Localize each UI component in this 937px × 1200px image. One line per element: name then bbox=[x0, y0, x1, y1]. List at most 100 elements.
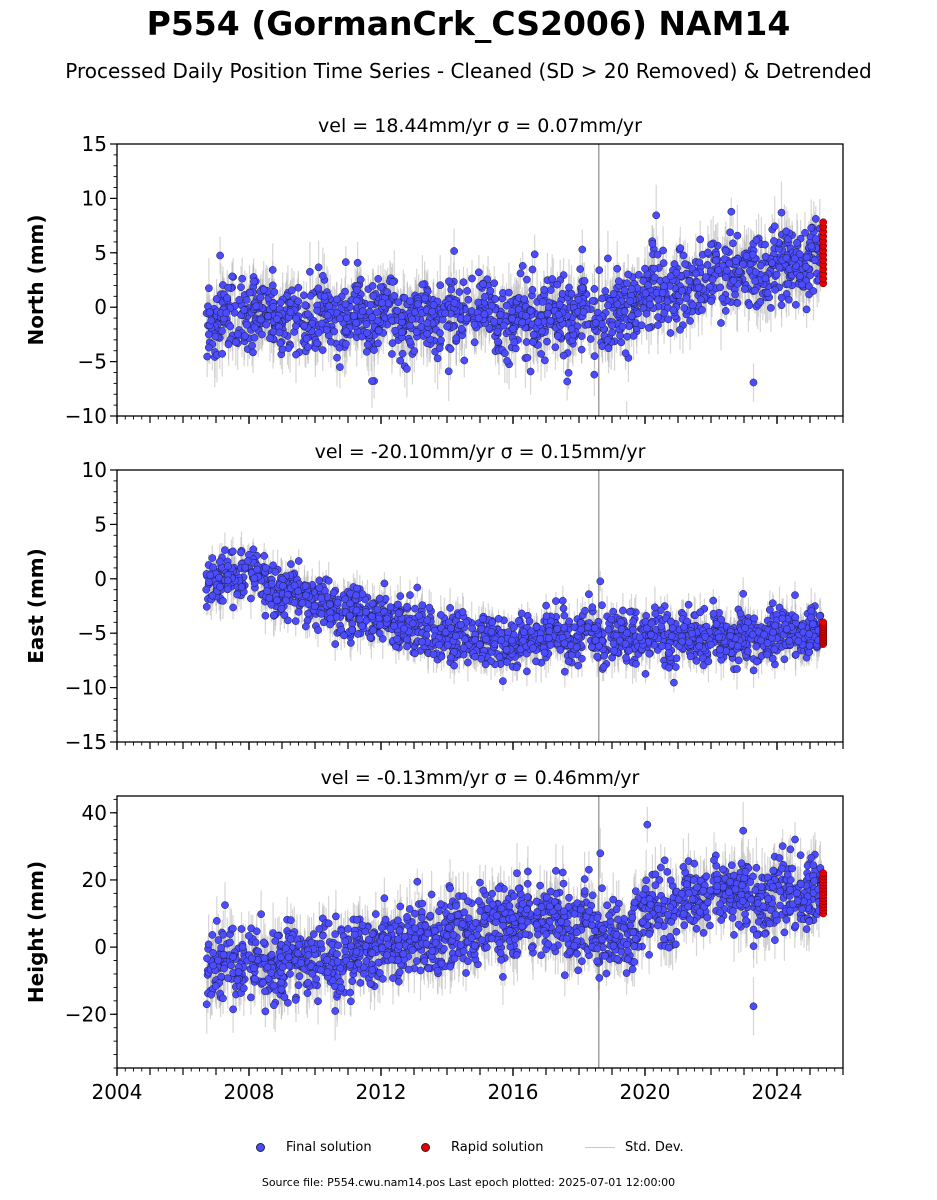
final-solution-point bbox=[468, 274, 476, 283]
y-axis-label: North (mm) bbox=[24, 214, 48, 345]
y-tick-label: 5 bbox=[94, 241, 107, 265]
final-solution-point bbox=[752, 236, 761, 244]
final-solution-point bbox=[275, 328, 284, 337]
final-solution-point bbox=[436, 281, 445, 290]
final-solution-point bbox=[286, 299, 295, 307]
rapid-solution-point bbox=[819, 218, 828, 227]
final-solution-point bbox=[211, 332, 220, 341]
final-solution-point bbox=[270, 288, 279, 296]
final-solution-point bbox=[676, 325, 684, 334]
final-solution-point bbox=[317, 319, 326, 328]
final-solution-point bbox=[768, 259, 776, 267]
final-solution-point bbox=[714, 266, 723, 275]
final-solution-point bbox=[233, 330, 242, 338]
final-solution-point bbox=[790, 254, 799, 263]
final-solution-point bbox=[642, 309, 651, 318]
final-solution-point bbox=[716, 283, 725, 292]
final-solution-point bbox=[718, 294, 727, 303]
final-solution-point bbox=[645, 324, 653, 332]
final-solution-point bbox=[204, 343, 213, 352]
final-solution-point bbox=[708, 275, 717, 284]
final-solution-point bbox=[231, 338, 240, 347]
final-solution-point bbox=[802, 305, 811, 314]
final-solution-point bbox=[374, 339, 382, 348]
final-solution-point bbox=[353, 258, 362, 267]
final-solution-point bbox=[318, 346, 327, 354]
final-solution-point bbox=[678, 286, 686, 295]
final-solution-point bbox=[378, 299, 386, 307]
final-solution-point bbox=[494, 337, 502, 346]
final-solution-point bbox=[604, 254, 612, 263]
final-solution-point bbox=[664, 315, 673, 324]
final-solution-point bbox=[731, 290, 739, 299]
final-solution-point bbox=[756, 261, 765, 270]
final-solution-point bbox=[703, 261, 712, 269]
final-solution-point bbox=[480, 310, 489, 319]
final-solution-point bbox=[459, 278, 468, 287]
final-solution-point bbox=[650, 273, 659, 282]
final-solution-point bbox=[335, 314, 344, 323]
final-solution-point bbox=[733, 231, 742, 240]
final-solution-point bbox=[242, 320, 251, 329]
final-solution-point bbox=[553, 332, 562, 340]
final-solution-point bbox=[722, 247, 730, 255]
final-solution-point bbox=[248, 341, 256, 350]
final-solution-point bbox=[696, 235, 705, 244]
y-tick-label: −5 bbox=[78, 350, 107, 374]
final-solution-point bbox=[659, 246, 667, 255]
final-solution-point bbox=[682, 294, 691, 303]
final-solution-point bbox=[740, 285, 749, 294]
final-solution-point bbox=[809, 287, 818, 295]
final-solution-point bbox=[727, 207, 736, 216]
final-solution-point bbox=[332, 295, 341, 304]
final-solution-point bbox=[259, 285, 268, 294]
final-solution-point bbox=[554, 310, 563, 319]
final-solution-point bbox=[681, 260, 689, 268]
final-solution-point bbox=[313, 306, 322, 315]
final-solution-point bbox=[634, 309, 642, 318]
final-solution-point bbox=[795, 250, 804, 259]
final-solution-point bbox=[445, 277, 453, 286]
final-solution-point bbox=[306, 291, 315, 300]
final-solution-point bbox=[203, 352, 212, 361]
final-solution-point bbox=[268, 281, 277, 290]
final-solution-point bbox=[241, 332, 249, 340]
final-solution-point bbox=[330, 327, 339, 336]
final-solution-point bbox=[701, 273, 710, 281]
final-solution-point bbox=[522, 311, 530, 320]
final-solution-point bbox=[258, 330, 266, 339]
final-solution-point bbox=[299, 291, 308, 300]
final-solution-point bbox=[350, 312, 358, 320]
final-solution-point bbox=[688, 301, 697, 310]
final-solution-point bbox=[579, 308, 588, 316]
final-solution-point bbox=[273, 315, 281, 323]
final-solution-point bbox=[574, 295, 583, 304]
final-solution-point bbox=[420, 294, 429, 303]
final-solution-point bbox=[249, 348, 257, 357]
final-solution-point bbox=[576, 265, 585, 273]
final-solution-point bbox=[627, 285, 636, 293]
final-solution-point bbox=[455, 288, 464, 296]
final-solution-point bbox=[414, 300, 422, 308]
final-solution-point bbox=[641, 289, 650, 298]
final-solution-point bbox=[397, 328, 406, 337]
final-solution-point bbox=[578, 284, 587, 292]
final-solution-point bbox=[341, 258, 350, 266]
final-solution-point bbox=[654, 321, 662, 329]
final-solution-point bbox=[672, 268, 681, 277]
final-solution-point bbox=[352, 318, 361, 327]
final-solution-point bbox=[621, 349, 630, 358]
final-solution-point bbox=[447, 285, 456, 294]
final-solution-point bbox=[770, 237, 778, 245]
final-solution-point bbox=[538, 298, 547, 306]
final-solution-point bbox=[721, 273, 730, 282]
final-solution-point bbox=[390, 291, 399, 300]
chart-main-title: P554 (GormanCrk_CS2006) NAM14 bbox=[146, 4, 791, 43]
final-solution-point bbox=[393, 306, 402, 315]
final-solution-point bbox=[761, 240, 769, 249]
final-solution-point bbox=[733, 299, 742, 307]
final-solution-point bbox=[670, 260, 679, 268]
final-solution-point bbox=[396, 356, 405, 365]
final-solution-point bbox=[398, 349, 407, 358]
final-solution-point bbox=[629, 332, 638, 340]
